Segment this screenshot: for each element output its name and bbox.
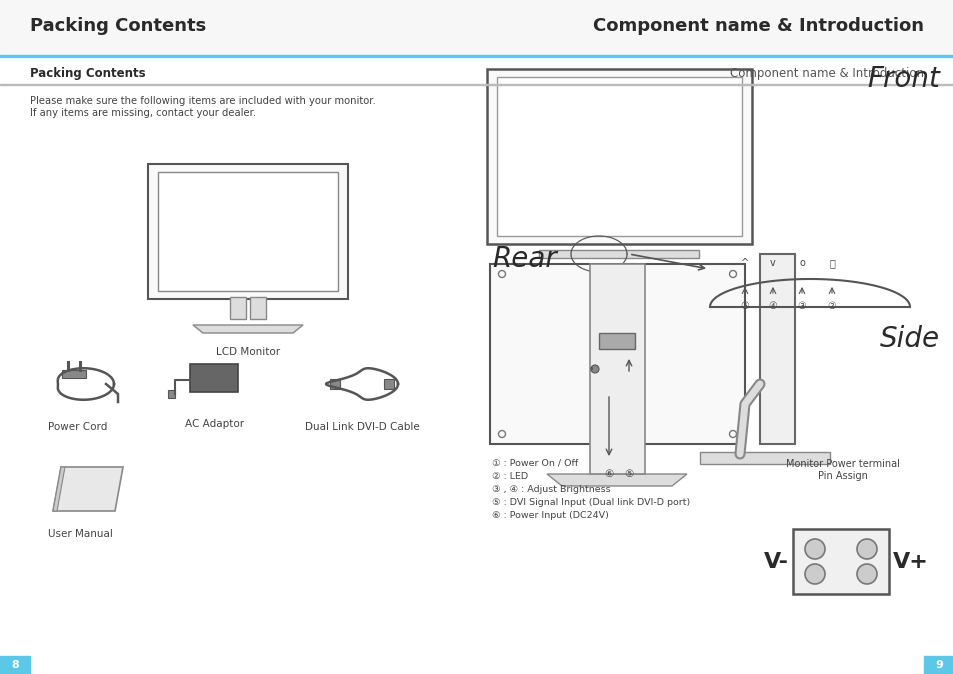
Polygon shape [53,467,123,511]
Text: Packing Contents: Packing Contents [30,17,206,35]
Bar [497,77,741,236]
Text: If any items are missing, contact your dealer.: If any items are missing, contact your d… [30,108,255,118]
Polygon shape [546,474,686,486]
Bar [384,379,394,389]
Bar [0,55,953,57]
Text: a: a [589,367,592,371]
Bar [148,164,348,299]
Polygon shape [53,467,65,511]
Text: ① : Power On / Off: ① : Power On / Off [492,459,578,468]
Text: ⑥: ⑥ [604,469,613,479]
Bar [158,172,337,291]
Text: ⏻: ⏻ [828,258,834,268]
Bar [589,264,644,474]
Bar [190,364,237,392]
Text: Monitor Power terminal: Monitor Power terminal [785,459,899,469]
Bar [168,390,174,398]
Text: Dual Link DVI-D Cable: Dual Link DVI-D Cable [304,422,419,432]
Bar [792,529,888,594]
Text: User Manual: User Manual [48,529,112,539]
Text: 8: 8 [11,660,19,670]
Text: ⑤: ⑤ [623,469,633,479]
Circle shape [856,564,876,584]
Bar [760,254,794,444]
Polygon shape [193,325,303,333]
Text: ⑥ : Power Input (DC24V): ⑥ : Power Input (DC24V) [492,511,608,520]
Text: Front: Front [866,65,939,93]
Bar [700,452,829,464]
Circle shape [804,539,824,559]
Text: V+: V+ [892,552,928,572]
Bar [0,0,953,55]
Text: Pin Assign: Pin Assign [818,471,867,481]
Bar [923,656,953,674]
Text: ③: ③ [797,301,805,311]
Bar [598,333,635,349]
Bar [538,250,699,258]
Circle shape [804,564,824,584]
Text: ^: ^ [740,258,748,268]
Text: ②: ② [827,301,836,311]
Text: o: o [799,258,804,268]
Text: LCD Monitor: LCD Monitor [215,347,280,357]
Text: ⑤ : DVI Signal Input (Dual link DVI-D port): ⑤ : DVI Signal Input (Dual link DVI-D po… [492,498,690,507]
Text: Please make sure the following items are included with your monitor.: Please make sure the following items are… [30,96,375,106]
Text: ② : LED: ② : LED [492,472,528,481]
Text: Packing Contents: Packing Contents [30,67,146,80]
Bar [0,656,30,674]
Text: Component name & Introduction: Component name & Introduction [729,67,923,80]
Text: Rear: Rear [492,245,557,273]
Text: Power Cord: Power Cord [49,422,108,432]
Text: Side: Side [879,325,939,353]
Bar [230,297,246,319]
Bar [62,370,86,378]
Text: V-: V- [763,552,788,572]
Text: v: v [769,258,775,268]
Circle shape [856,539,876,559]
Bar [0,84,953,85]
Bar [486,69,751,244]
Text: ④: ④ [768,301,777,311]
Bar [330,379,339,389]
Circle shape [590,365,598,373]
Text: 9: 9 [934,660,942,670]
Bar [250,297,266,319]
Bar [490,264,744,444]
Text: ⑤: ⑤ [740,301,749,311]
Text: Component name & Introduction: Component name & Introduction [593,17,923,35]
Text: AC Adaptor: AC Adaptor [185,419,244,429]
Text: ③ , ④ : Adjust Brightness: ③ , ④ : Adjust Brightness [492,485,610,494]
